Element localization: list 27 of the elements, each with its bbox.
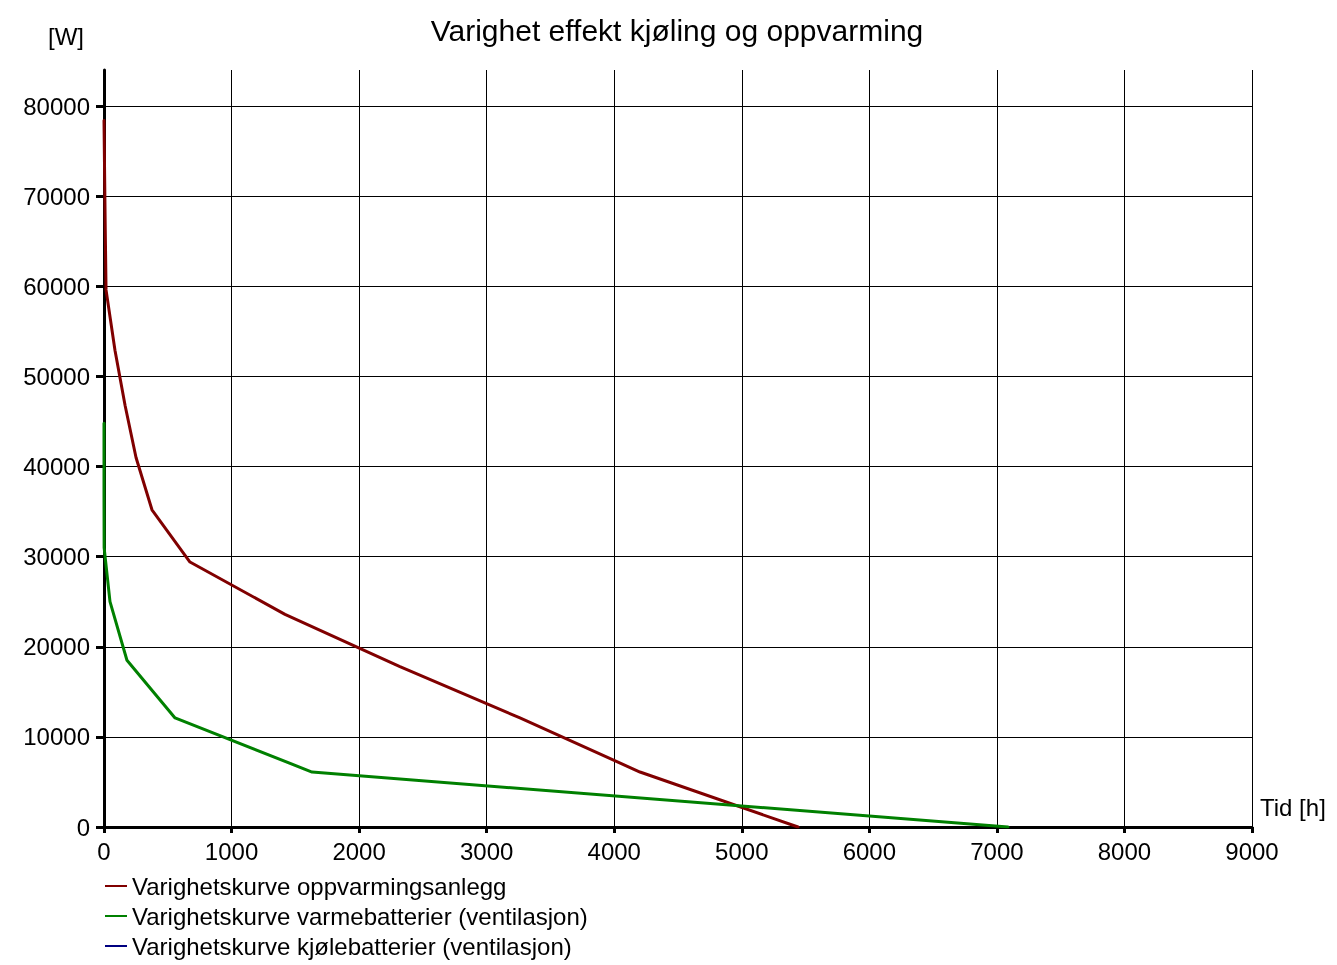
x-tick-label: 6000 [842,837,897,865]
y-tick-label: 0 [76,813,90,841]
line-series [102,118,800,829]
y-tick-label: 10000 [23,723,90,751]
x-tick-label: 7000 [970,837,1024,865]
legend-label: Varighetskurve oppvarmingsanlegg [132,872,507,900]
legend-label: Varighetskurve kjølebatterier (ventilasjon) [132,932,572,960]
y-axis-title: [W] [48,22,84,50]
y-tick-label: 70000 [23,182,90,210]
x-tick-label: 0 [97,837,111,865]
x-tick-label: 1000 [204,837,259,865]
y-tick-label: 50000 [23,362,90,390]
y-tick-label: 80000 [23,92,90,120]
x-tick-label: 8000 [1097,837,1152,865]
chart-title: Varighet effekt kjøling og oppvarming [430,13,924,47]
x-axis-title: Tid [h] [1260,793,1326,821]
y-tick-label: 20000 [23,633,90,661]
x-tick-label: 4000 [587,837,641,865]
x-tick-label: 3000 [459,837,514,865]
legend-label: Varighetskurve varmebatterier (ventilasjon) [132,902,588,930]
y-tick-label: 30000 [23,543,90,571]
x-tick-label: 5000 [715,837,769,865]
y-tick-label: 40000 [23,453,90,481]
x-tick-label: 9000 [1225,837,1279,865]
y-tick-label: 60000 [23,272,90,300]
line-series [102,421,1010,829]
x-tick-label: 2000 [332,837,386,865]
